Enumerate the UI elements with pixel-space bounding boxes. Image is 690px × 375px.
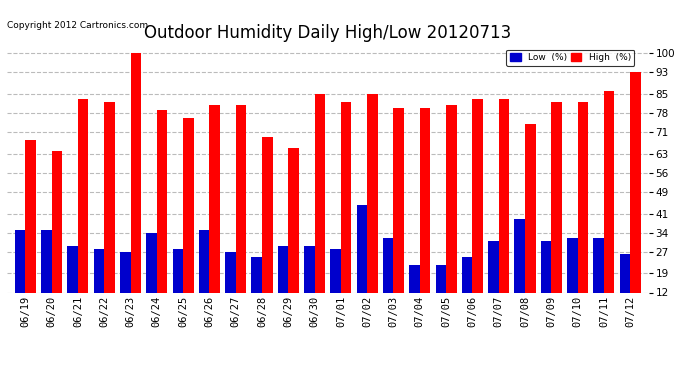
Bar — [157, 110, 168, 325]
Bar — [541, 241, 551, 325]
Bar — [393, 108, 404, 325]
Bar — [567, 238, 578, 325]
Bar — [288, 148, 299, 325]
Bar — [604, 91, 614, 325]
Bar — [236, 105, 246, 325]
Bar — [499, 99, 509, 325]
Bar — [52, 151, 62, 325]
Bar — [462, 257, 473, 325]
Bar — [331, 249, 341, 325]
Bar — [94, 249, 104, 325]
Text: Copyright 2012 Cartronics.com: Copyright 2012 Cartronics.com — [7, 21, 148, 30]
Bar — [315, 94, 325, 325]
Title: Outdoor Humidity Daily High/Low 20120713: Outdoor Humidity Daily High/Low 20120713 — [144, 24, 511, 42]
Bar — [146, 232, 157, 325]
Bar — [383, 238, 393, 325]
Bar — [489, 241, 499, 325]
Bar — [409, 265, 420, 325]
Bar — [225, 252, 236, 325]
Bar — [262, 138, 273, 325]
Bar — [104, 102, 115, 325]
Bar — [183, 118, 194, 325]
Bar — [209, 105, 220, 325]
Bar — [251, 257, 262, 325]
Bar — [593, 238, 604, 325]
Bar — [78, 99, 88, 325]
Bar — [473, 99, 483, 325]
Bar — [68, 246, 78, 325]
Bar — [630, 72, 641, 325]
Bar — [551, 102, 562, 325]
Bar — [620, 254, 630, 325]
Bar — [515, 219, 525, 325]
Bar — [304, 246, 315, 325]
Bar — [26, 140, 36, 325]
Bar — [435, 265, 446, 325]
Bar — [120, 252, 130, 325]
Bar — [578, 102, 588, 325]
Bar — [130, 53, 141, 325]
Bar — [278, 246, 288, 325]
Bar — [525, 124, 535, 325]
Bar — [357, 206, 367, 325]
Legend: Low  (%), High  (%): Low (%), High (%) — [506, 50, 635, 66]
Bar — [172, 249, 183, 325]
Bar — [199, 230, 209, 325]
Bar — [41, 230, 52, 325]
Bar — [341, 102, 351, 325]
Bar — [446, 105, 457, 325]
Bar — [14, 230, 26, 325]
Bar — [420, 108, 431, 325]
Bar — [367, 94, 377, 325]
